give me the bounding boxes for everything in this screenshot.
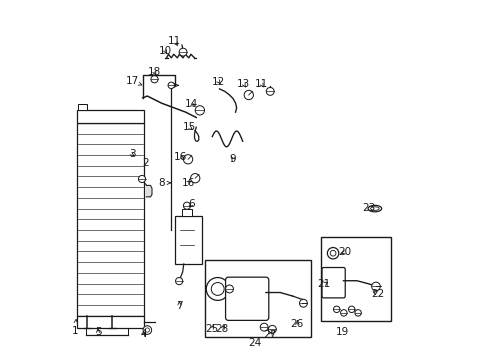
Circle shape xyxy=(145,328,149,332)
Circle shape xyxy=(143,326,151,334)
Text: 6: 6 xyxy=(188,199,195,209)
Circle shape xyxy=(190,174,200,183)
Bar xyxy=(78,104,87,111)
Circle shape xyxy=(260,323,267,331)
Bar xyxy=(205,260,310,337)
Circle shape xyxy=(175,278,183,285)
Circle shape xyxy=(244,90,253,100)
Text: 27: 27 xyxy=(263,330,276,341)
Circle shape xyxy=(268,325,276,333)
Text: 26: 26 xyxy=(290,319,304,329)
Circle shape xyxy=(183,202,190,209)
Text: 15: 15 xyxy=(182,122,195,132)
Text: 23: 23 xyxy=(362,203,375,213)
Text: 25: 25 xyxy=(204,324,218,334)
Text: 22: 22 xyxy=(370,289,383,298)
Circle shape xyxy=(211,283,224,296)
Bar xyxy=(77,123,144,316)
Text: 4: 4 xyxy=(140,329,147,339)
Text: 2: 2 xyxy=(142,158,148,168)
Circle shape xyxy=(354,310,361,316)
Text: 16: 16 xyxy=(181,178,194,188)
Text: 1: 1 xyxy=(71,319,78,336)
Text: 14: 14 xyxy=(184,99,198,109)
Text: 24: 24 xyxy=(247,338,261,347)
Text: 28: 28 xyxy=(215,324,228,334)
Text: 5: 5 xyxy=(95,327,101,337)
Text: 3: 3 xyxy=(128,149,135,159)
Circle shape xyxy=(371,282,380,291)
Circle shape xyxy=(340,310,346,316)
Text: 7: 7 xyxy=(176,301,183,311)
Text: 20: 20 xyxy=(338,247,351,257)
Circle shape xyxy=(266,87,274,95)
Circle shape xyxy=(138,175,145,183)
Text: 17: 17 xyxy=(125,76,142,86)
Text: 12: 12 xyxy=(212,77,225,87)
Circle shape xyxy=(333,306,339,312)
Circle shape xyxy=(348,306,354,312)
Circle shape xyxy=(183,155,192,164)
FancyBboxPatch shape xyxy=(225,277,268,320)
Text: 18: 18 xyxy=(147,67,161,77)
Circle shape xyxy=(299,299,307,307)
Text: 13: 13 xyxy=(237,79,250,89)
Circle shape xyxy=(151,76,158,83)
Circle shape xyxy=(195,106,204,115)
Polygon shape xyxy=(146,185,152,197)
FancyBboxPatch shape xyxy=(322,267,345,298)
Circle shape xyxy=(225,285,233,293)
Text: 11: 11 xyxy=(168,36,181,46)
Bar xyxy=(77,316,144,328)
Text: 10: 10 xyxy=(158,46,171,56)
Text: 21: 21 xyxy=(317,279,330,289)
Bar xyxy=(77,111,144,123)
Ellipse shape xyxy=(370,207,378,210)
Text: 9: 9 xyxy=(229,154,236,164)
Ellipse shape xyxy=(367,205,381,212)
Text: 16: 16 xyxy=(174,152,187,162)
Circle shape xyxy=(329,250,335,256)
Text: 11: 11 xyxy=(255,79,268,89)
Text: 8: 8 xyxy=(158,178,170,188)
Text: 19: 19 xyxy=(335,327,348,337)
Circle shape xyxy=(179,48,186,56)
Bar xyxy=(175,216,201,264)
Circle shape xyxy=(168,82,174,89)
Bar xyxy=(182,209,192,216)
Bar xyxy=(321,237,390,321)
Circle shape xyxy=(206,278,229,300)
Circle shape xyxy=(326,248,338,259)
